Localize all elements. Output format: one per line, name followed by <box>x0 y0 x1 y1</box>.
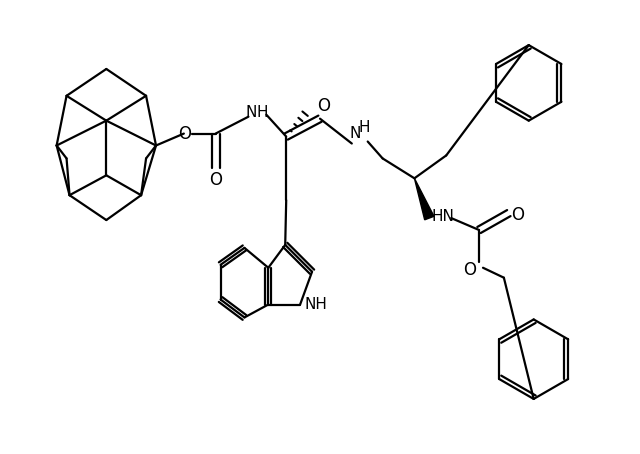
Text: NH: NH <box>305 297 328 312</box>
Text: O: O <box>317 97 330 115</box>
Text: N: N <box>349 126 360 141</box>
Text: O: O <box>209 171 222 189</box>
Text: O: O <box>511 206 524 224</box>
Text: H: H <box>257 105 268 120</box>
Text: O: O <box>179 124 191 143</box>
Polygon shape <box>415 178 434 220</box>
Text: N: N <box>246 105 257 120</box>
Text: HN: HN <box>432 208 454 223</box>
Text: H: H <box>359 120 371 135</box>
Text: O: O <box>463 261 477 279</box>
